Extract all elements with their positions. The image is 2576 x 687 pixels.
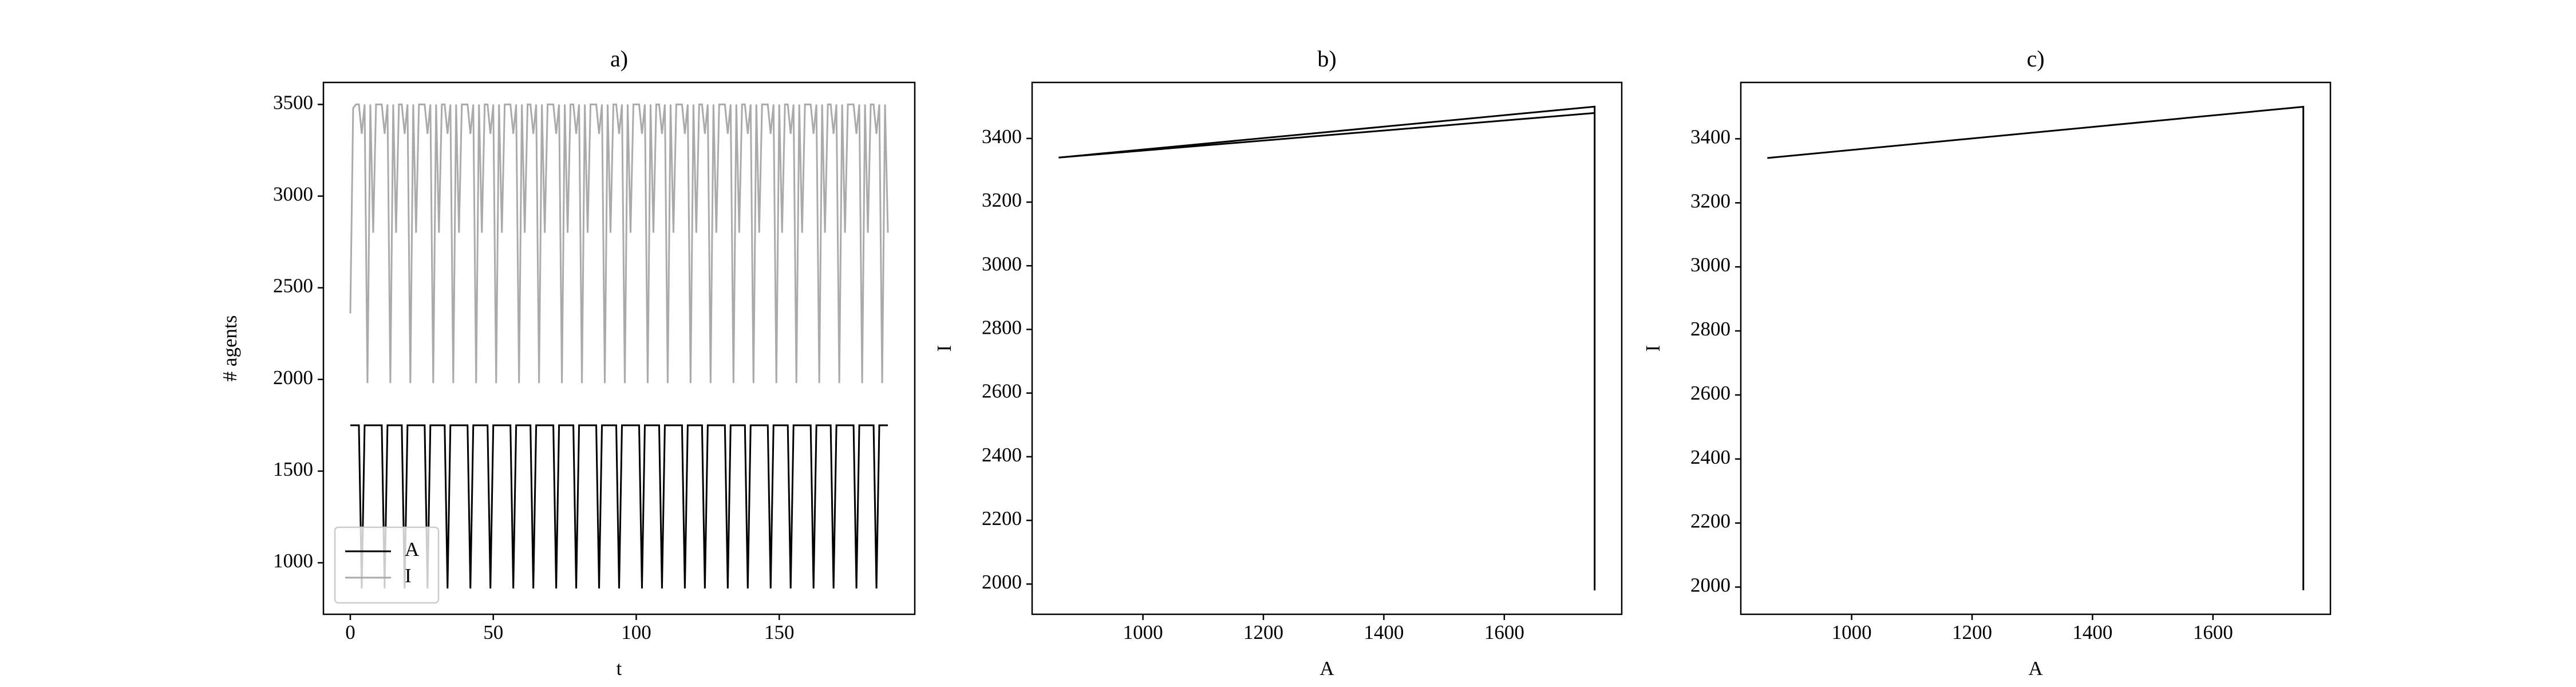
legend-label: A: [405, 538, 420, 560]
subplot-title: b): [1317, 46, 1336, 72]
y-tick-label: 2000: [273, 366, 313, 389]
axes-frame: [322, 81, 916, 615]
x-tick-label: 1400: [2072, 621, 2112, 643]
legend-label: I: [405, 564, 412, 587]
x-tick-label: 1000: [1123, 621, 1163, 643]
y-tick-label: 2000: [982, 571, 1022, 593]
x-tick-label: 0: [345, 621, 355, 643]
y-axis-label: I: [1642, 345, 1664, 352]
y-tick-label: 2600: [1690, 382, 1730, 404]
y-tick-label: 2800: [1690, 318, 1730, 340]
series-line: [1058, 105, 1596, 591]
y-tick-label: 2400: [982, 444, 1022, 466]
y-tick-label: 1000: [273, 550, 313, 572]
subplot-title: c): [2026, 46, 2044, 72]
y-tick-label: 2500: [273, 275, 313, 297]
y-tick-label: 2000: [1690, 574, 1730, 596]
series-line: [349, 103, 889, 384]
y-tick-label: 2200: [1690, 510, 1730, 532]
x-tick-label: 1400: [1364, 621, 1404, 643]
series-line: [350, 424, 888, 589]
y-tick-label: 3400: [1690, 125, 1730, 148]
subplot-title: a): [610, 46, 628, 72]
y-axis-label: I: [933, 345, 955, 352]
series-line: [1767, 105, 2305, 591]
y-tick-label: 3200: [1690, 189, 1730, 212]
y-tick-label: 3200: [982, 189, 1022, 211]
y-tick-label: 2600: [982, 380, 1022, 402]
y-tick-label: 3400: [982, 125, 1022, 148]
x-axis-label: t: [617, 657, 622, 680]
y-tick-label: 2200: [982, 507, 1022, 530]
y-tick-label: 1500: [273, 458, 313, 480]
y-tick-label: 3000: [273, 183, 313, 206]
x-tick-label: 50: [483, 621, 503, 643]
y-tick-label: 2400: [1690, 446, 1730, 468]
y-tick-label: 3000: [1690, 254, 1730, 276]
x-tick-label: 150: [764, 621, 795, 643]
axes-frame: [1740, 81, 2332, 615]
y-tick-label: 2800: [982, 316, 1022, 338]
x-tick-label: 1200: [1952, 621, 1992, 643]
x-axis-label: A: [2028, 657, 2043, 680]
x-tick-label: 1200: [1243, 621, 1283, 643]
x-tick-label: 1600: [1484, 621, 1524, 643]
x-axis-label: A: [1319, 657, 1334, 680]
axes-frame: [1031, 81, 1623, 615]
x-tick-label: 1000: [1832, 621, 1872, 643]
x-tick-label: 100: [621, 621, 651, 643]
y-tick-label: 3000: [982, 252, 1022, 275]
x-tick-label: 1600: [2193, 621, 2233, 643]
y-axis-label: # agents: [219, 315, 241, 382]
legend-box: [334, 526, 440, 604]
y-tick-label: 3500: [273, 91, 313, 113]
